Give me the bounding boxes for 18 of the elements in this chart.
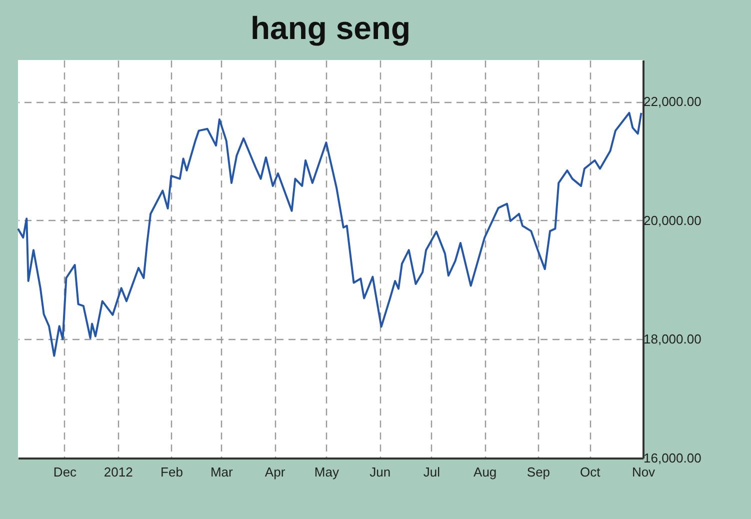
x-tick-label: May [314,464,340,480]
x-tick-label: Apr [264,464,286,480]
y-tick-label: 20,000.00 [644,212,702,228]
line-series [17,112,642,357]
x-tick-label: Feb [160,464,183,480]
x-tick-label: Mar [210,464,234,480]
y-tick-label: 18,000.00 [644,332,702,347]
y-tick-label: 16,000.00 [644,450,702,466]
x-tick-label: Jul [423,464,440,480]
x-tick-label: Jun [370,464,391,480]
x-tick-label: Aug [474,464,497,480]
x-tick-label: Oct [580,464,601,480]
x-tick-label: 2012 [104,464,133,480]
chart-title: hang seng [250,10,411,46]
y-tick-label: 22,000.00 [644,94,702,110]
x-tick-label: Sep [526,464,550,480]
x-tick-label: Nov [632,464,656,480]
x-tick-label: Dec [53,464,78,480]
